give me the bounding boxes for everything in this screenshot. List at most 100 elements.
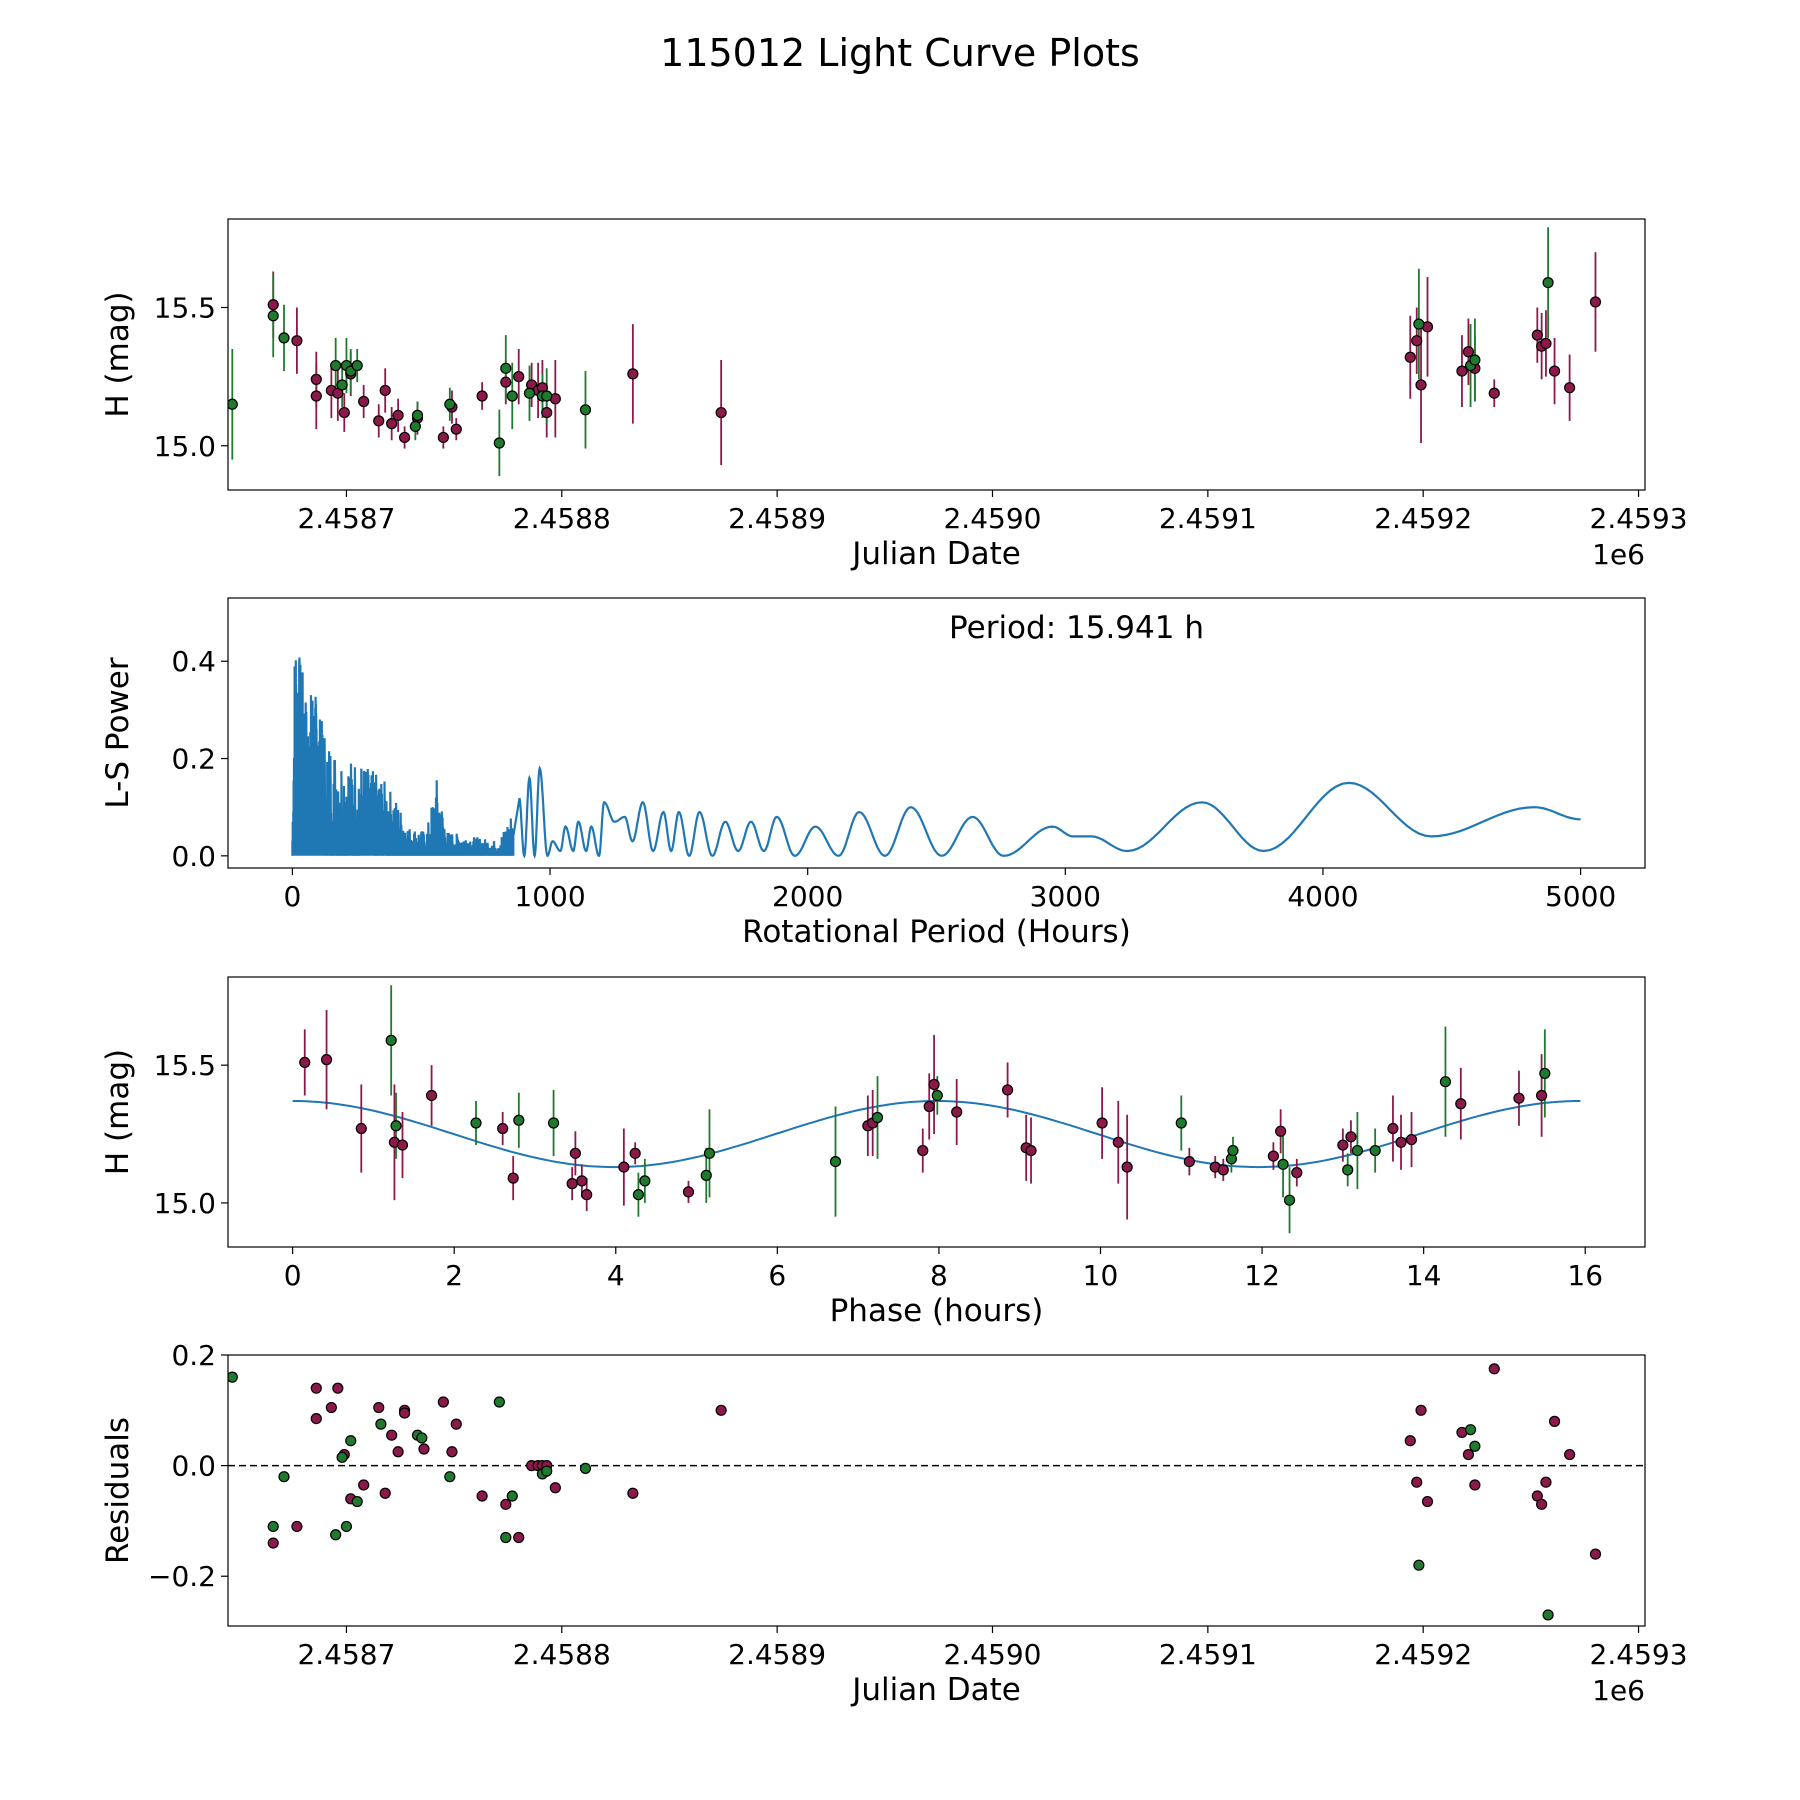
data-point: [278, 1471, 290, 1483]
y-tick-label: 15.0: [154, 1187, 216, 1220]
data-point: [358, 395, 370, 408]
data-point: [1542, 277, 1554, 289]
data-point: [1455, 1098, 1467, 1110]
y-tick-label: 15.5: [154, 1049, 216, 1082]
y-axis-label: H (mag): [100, 1049, 136, 1175]
data-point: [470, 1117, 482, 1129]
data-point: [398, 431, 411, 444]
y-tick-label: 0.2: [171, 1339, 216, 1372]
data-point: [1540, 1476, 1552, 1488]
data-point: [228, 398, 238, 410]
x-offset-label: 1e6: [1592, 538, 1645, 571]
data-point: [330, 1529, 342, 1541]
data-point: [1291, 1167, 1303, 1179]
axes-frame: [227, 218, 1646, 491]
data-point: [411, 409, 424, 421]
x-tick-label: 0: [284, 1259, 302, 1292]
data-point: [1175, 1117, 1187, 1129]
data-point: [1469, 1440, 1481, 1452]
x-offset-label: 1e6: [1592, 1674, 1645, 1707]
data-point: [917, 1144, 929, 1157]
x-tick-label: 2.4591: [1159, 502, 1257, 535]
y-tick-label: 0.2: [171, 743, 216, 776]
x-tick-label: 0: [283, 880, 301, 913]
data-point: [385, 1034, 397, 1046]
data-point: [715, 1404, 727, 1416]
x-tick-label: 1000: [514, 880, 585, 913]
data-point: [345, 1435, 357, 1447]
data-point: [1564, 382, 1576, 394]
data-point: [507, 1172, 519, 1184]
data-point: [379, 384, 391, 397]
data-point: [1275, 1125, 1287, 1137]
data-point: [355, 1122, 367, 1135]
data-point: [928, 1078, 940, 1091]
period-annotation: Period: 15.941 h: [949, 610, 1204, 646]
x-tick-label: 2.4592: [1374, 1638, 1472, 1671]
data-point: [291, 1520, 303, 1533]
plot-area: [228, 227, 1602, 477]
plot-area: [228, 1363, 1645, 1621]
panel-light-curve-jd: 2.4587 2.4588 2.4589 2.4590 2.4591 2.4592 2.45…: [100, 218, 1688, 572]
data-point: [310, 1382, 322, 1394]
data-point: [579, 1462, 592, 1474]
x-tick-label: 2.4588: [513, 502, 611, 535]
x-tick-label: 2.4593: [1590, 1638, 1688, 1671]
data-point: [444, 1471, 456, 1483]
data-point: [1469, 1479, 1481, 1491]
data-point: [923, 1100, 935, 1113]
data-point: [425, 1089, 438, 1102]
data-point: [523, 387, 536, 399]
data-point: [1439, 1076, 1452, 1088]
data-point: [267, 299, 279, 311]
data-point: [1540, 337, 1552, 350]
data-point: [299, 1056, 311, 1069]
data-point: [1464, 1424, 1477, 1436]
data-point: [1469, 354, 1481, 366]
data-point: [1227, 1144, 1239, 1157]
data-point: [500, 376, 512, 388]
axes-frame: [227, 597, 1646, 869]
data-point: [1096, 1117, 1108, 1129]
data-point: [351, 1495, 363, 1508]
data-point: [1564, 1448, 1576, 1461]
plot-area: [291, 657, 1581, 859]
x-tick-label: 4: [607, 1259, 625, 1292]
data-point: [627, 1487, 639, 1499]
y-axis-label: H (mag): [100, 291, 136, 417]
data-point: [1395, 1136, 1407, 1148]
data-point: [336, 379, 348, 391]
data-point: [1351, 1144, 1363, 1157]
data-point: [351, 359, 363, 372]
data-point: [579, 404, 592, 416]
data-point: [951, 1106, 963, 1118]
x-tick-label: 2: [445, 1259, 463, 1292]
y-axis-label: L-S Power: [100, 657, 136, 808]
x-tick-label: 2.4587: [297, 1638, 395, 1671]
data-point: [506, 390, 518, 402]
data-point: [1404, 351, 1416, 363]
data-point: [373, 1401, 385, 1414]
data-point: [1488, 387, 1500, 399]
x-tick-label: 6: [768, 1259, 786, 1292]
data-point: [418, 1443, 430, 1455]
data-point: [1456, 365, 1468, 377]
data-point: [373, 415, 385, 427]
data-point: [1531, 329, 1543, 341]
data-point: [541, 406, 553, 419]
data-point: [267, 1537, 279, 1549]
data-point: [547, 1117, 560, 1129]
data-point: [1413, 318, 1425, 330]
data-point: [1001, 1084, 1014, 1096]
x-axis-label: Phase (hours): [830, 1293, 1044, 1329]
y-tick-label: 15.0: [154, 430, 216, 463]
data-point: [398, 1407, 411, 1419]
panel-periodogram: 0 1000 2000 3000 4000 5000 0.0 0.2 0.4 Rotational…: [100, 597, 1646, 950]
data-point: [320, 1054, 333, 1066]
data-point: [500, 1498, 512, 1510]
data-point: [325, 1401, 337, 1414]
y-tick-label: 0.0: [171, 1450, 216, 1483]
data-point: [493, 437, 505, 449]
x-tick-label: 3000: [1030, 880, 1101, 913]
data-point: [581, 1189, 593, 1201]
